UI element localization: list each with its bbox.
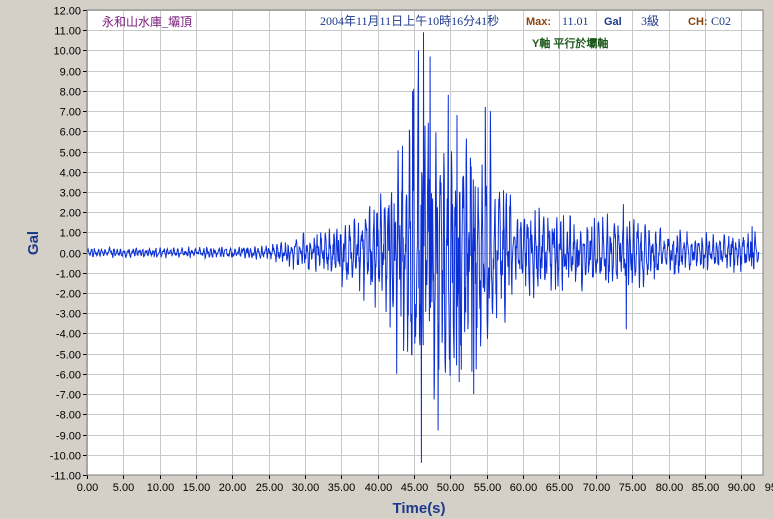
y-tick-label: 5.00	[60, 148, 81, 160]
channel-label: CH:	[688, 16, 708, 28]
y-tick-label: -3.00	[56, 309, 81, 321]
y-tick-label: 6.00	[60, 127, 81, 139]
x-tick-label: 45.00	[401, 482, 429, 494]
y-tick-label: 1.00	[60, 228, 81, 240]
station-name: 永和山水庫_壩頂	[102, 15, 192, 29]
y-tick-label: -4.00	[56, 329, 81, 341]
max-value: 11.01	[562, 14, 589, 28]
y-axis-ticks: 12.00 11.00 10.00 9.00 8.00 7.00 6.00 5.00 4.00 3…	[50, 6, 87, 483]
x-tick-label: 15.00	[183, 482, 211, 494]
x-tick-label: 75.00	[619, 482, 647, 494]
x-tick-label: 60.00	[510, 482, 538, 494]
plot-border	[86, 9, 764, 476]
x-tick-label: 55.00	[474, 482, 502, 494]
intensity-level: 3級	[641, 14, 659, 28]
y-axis-label: Gal	[25, 231, 42, 255]
y-tick-label: -8.00	[56, 410, 81, 422]
y-tick-label: 12.00	[53, 6, 81, 18]
y-tick-label: 8.00	[60, 87, 81, 99]
x-tick-label: 90.00	[728, 482, 756, 494]
y-tick-label: 0.00	[60, 249, 81, 261]
x-tick-label: 10.00	[147, 482, 175, 494]
x-tick-label: 5.00	[113, 482, 134, 494]
x-tick-label: 25.00	[256, 482, 284, 494]
x-tick-label: 0.00	[77, 482, 98, 494]
y-tick-label: 2.00	[60, 208, 81, 220]
y-tick-label: -1.00	[56, 269, 81, 281]
x-tick-label: 95.00	[765, 482, 773, 494]
y-tick-label: 11.00	[54, 26, 81, 38]
y-tick-label: -6.00	[56, 370, 81, 382]
waveform-layer	[86, 32, 760, 463]
y-tick-label: 4.00	[60, 168, 81, 180]
channel-value: C02	[711, 14, 731, 28]
x-tick-label: 20.00	[219, 482, 247, 494]
x-tick-label: 70.00	[583, 482, 611, 494]
x-tick-label: 30.00	[292, 482, 320, 494]
y-tick-label: -7.00	[56, 390, 81, 402]
x-tick-label: 40.00	[365, 482, 393, 494]
x-tick-label: 85.00	[692, 482, 720, 494]
x-tick-label: 35.00	[328, 482, 356, 494]
x-tick-label: 80.00	[656, 482, 684, 494]
y-tick-label: -2.00	[56, 289, 81, 301]
record-datetime: 2004年11月11日上午10時16分41秒	[320, 14, 499, 28]
acceleration-waveform	[86, 32, 760, 463]
y-tick-label: -9.00	[56, 431, 81, 443]
max-unit: Gal	[604, 16, 622, 28]
x-tick-label: 65.00	[546, 482, 574, 494]
y-tick-label: 10.00	[53, 46, 81, 58]
y-tick-label: -10.00	[50, 451, 81, 463]
y-tick-label: 9.00	[60, 67, 81, 79]
y-tick-label: 7.00	[60, 107, 81, 119]
x-axis-ticks: 0.00 5.00 10.00 15.00 20.00 25.00 30.00 35.00 40…	[77, 475, 773, 494]
y-tick-label: 3.00	[60, 188, 81, 200]
x-axis-label: Time(s)	[392, 500, 445, 517]
max-label: Max:	[526, 16, 551, 28]
y-tick-label: -5.00	[56, 350, 81, 362]
y-tick-label: -11.00	[51, 471, 81, 483]
axis-orientation-note: Y軸 平行於壩軸	[532, 36, 608, 50]
x-tick-label: 50.00	[437, 482, 465, 494]
